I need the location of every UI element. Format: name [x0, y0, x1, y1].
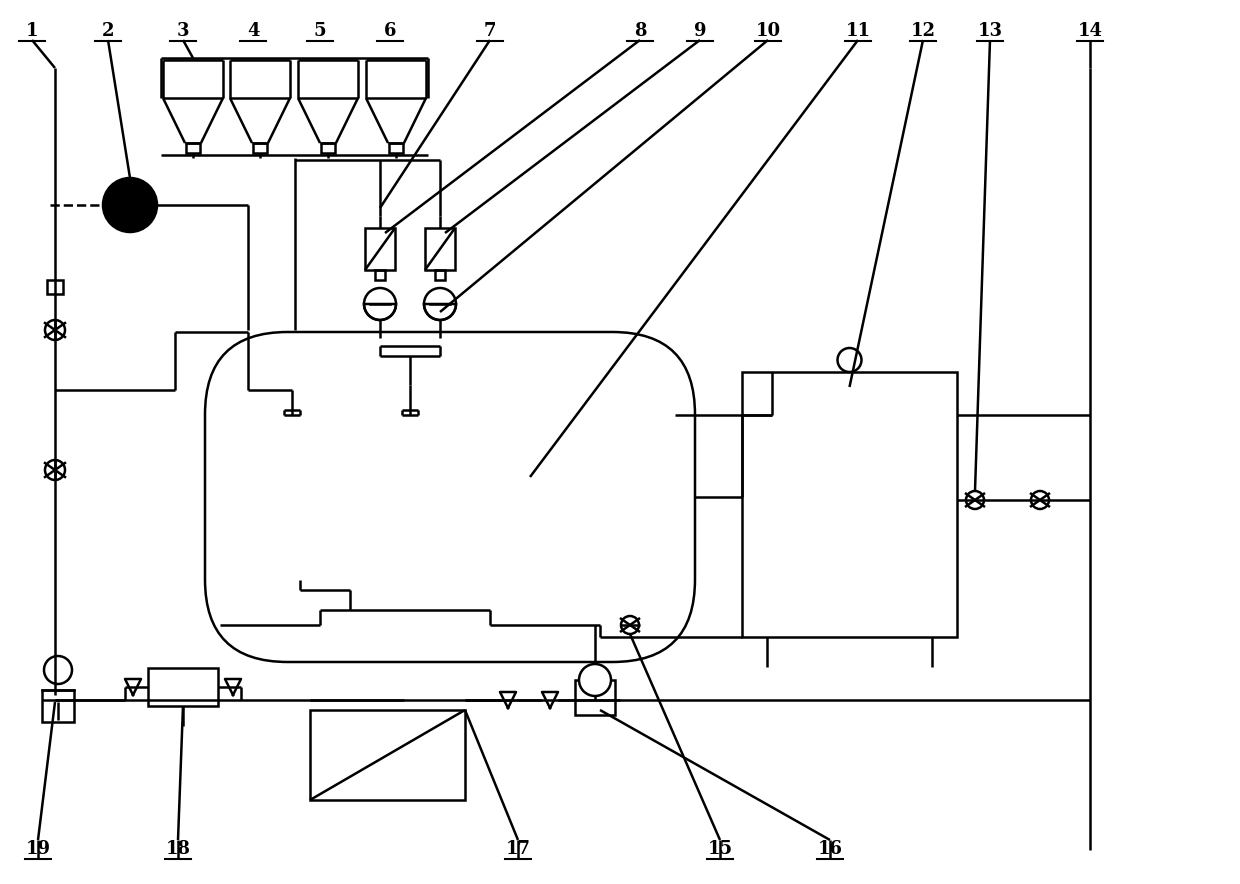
Bar [310, 710, 465, 800]
Text: 19: 19 [26, 840, 51, 858]
Text: 3: 3 [177, 22, 190, 40]
Circle shape [103, 178, 157, 232]
Text: 7: 7 [484, 22, 496, 40]
Text: 6: 6 [383, 22, 397, 40]
Bar [374, 270, 384, 280]
Bar [425, 228, 455, 270]
Circle shape [621, 616, 639, 634]
Circle shape [424, 288, 456, 320]
Text: 12: 12 [910, 22, 935, 40]
Text: 8: 8 [634, 22, 646, 40]
FancyBboxPatch shape [205, 332, 694, 662]
Bar [321, 143, 335, 153]
Text: 18: 18 [165, 840, 191, 858]
Text: 4: 4 [247, 22, 259, 40]
Text: 13: 13 [977, 22, 1002, 40]
Bar [47, 280, 63, 294]
Circle shape [579, 664, 611, 696]
Text: 11: 11 [846, 22, 870, 40]
Bar [435, 270, 445, 280]
Circle shape [45, 320, 64, 340]
Bar [742, 372, 957, 637]
Bar [365, 228, 396, 270]
Text: 16: 16 [817, 840, 842, 858]
Text: 17: 17 [506, 840, 531, 858]
Text: 2: 2 [102, 22, 114, 40]
Text: 10: 10 [755, 22, 780, 40]
Circle shape [43, 656, 72, 684]
Bar [575, 680, 615, 715]
Text: 9: 9 [693, 22, 707, 40]
Bar [148, 668, 218, 706]
Circle shape [1030, 491, 1049, 509]
Text: 15: 15 [708, 840, 733, 858]
Circle shape [365, 288, 396, 320]
Bar [186, 143, 200, 153]
Circle shape [837, 348, 862, 372]
Text: 1: 1 [26, 22, 38, 40]
Text: 14: 14 [1078, 22, 1102, 40]
Bar [42, 690, 74, 722]
Circle shape [966, 491, 985, 509]
Bar [253, 143, 267, 153]
Circle shape [45, 460, 64, 480]
Bar [389, 143, 403, 153]
Text: 5: 5 [314, 22, 326, 40]
